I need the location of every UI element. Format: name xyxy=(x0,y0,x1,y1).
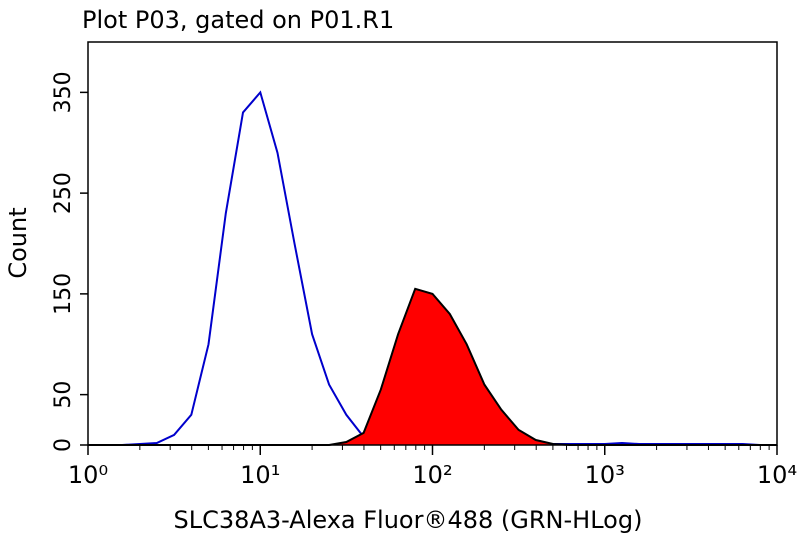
y-tick-label: 250 xyxy=(51,172,76,214)
x-tick-label: 10² xyxy=(412,461,452,489)
y-axis-label: Count xyxy=(4,207,32,278)
area-fill xyxy=(88,288,777,445)
y-tick-label: 50 xyxy=(51,381,76,409)
x-axis-label: SLC38A3-Alexa Fluor®488 (GRN-HLog) xyxy=(174,506,643,534)
x-tick-label: 10¹ xyxy=(240,461,280,489)
y-tick-label: 0 xyxy=(51,438,76,452)
chart-title: Plot P03, gated on P01.R1 xyxy=(82,6,394,34)
x-tick-label: 10³ xyxy=(585,461,625,489)
y-tick-label: 350 xyxy=(51,71,76,113)
x-tick-label: 10⁴ xyxy=(757,461,797,489)
x-tick-label: 10⁰ xyxy=(68,461,108,489)
y-tick-label: 150 xyxy=(51,273,76,315)
